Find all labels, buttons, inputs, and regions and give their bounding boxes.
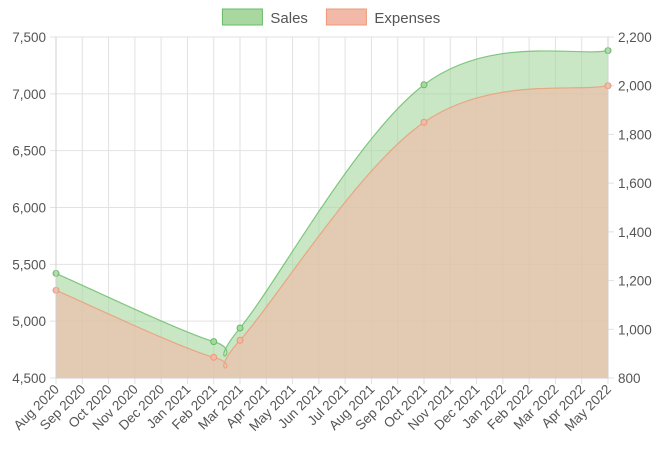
legend-label-expenses: Expenses: [374, 10, 440, 27]
legend-swatch-sales: [221, 8, 263, 26]
expenses-point[interactable]: [236, 336, 244, 344]
sales-point[interactable]: [236, 324, 244, 332]
left-y-tick-label: 5,000: [12, 314, 46, 329]
legend-swatch-expenses: [325, 8, 367, 26]
sales-line: [55, 50, 609, 357]
expenses-point[interactable]: [420, 118, 428, 126]
left-y-tick-label: 7,000: [12, 87, 46, 102]
left-y-tick-label: 7,500: [12, 30, 46, 45]
legend-item-sales[interactable]: Sales: [221, 8, 308, 27]
right-y-tick-label: 1,800: [618, 127, 652, 142]
right-y-tick-label: 1,600: [618, 176, 652, 191]
left-y-tick-label: 6,000: [12, 201, 46, 216]
legend[interactable]: Sales Expenses: [221, 8, 440, 27]
right-y-tick-label: 1,000: [618, 322, 652, 337]
plot-areas: [55, 50, 609, 378]
expenses-line: [55, 85, 609, 369]
left-y-tick-label: 6,500: [12, 144, 46, 159]
right-y-tick-label: 1,400: [618, 225, 652, 240]
legend-label-sales: Sales: [270, 10, 308, 27]
legend-item-expenses[interactable]: Expenses: [325, 8, 440, 27]
sales-point[interactable]: [210, 338, 218, 346]
expenses-point[interactable]: [210, 353, 218, 361]
right-y-tick-label: 1,200: [618, 274, 652, 289]
sales-point[interactable]: [420, 81, 428, 89]
right-y-tick-label: 2,000: [618, 79, 652, 94]
left-y-tick-label: 4,500: [12, 371, 46, 386]
right-y-tick-label: 800: [618, 371, 641, 386]
left-y-tick-label: 5,500: [12, 257, 46, 272]
expenses-area: [56, 85, 608, 378]
right-y-tick-label: 2,200: [618, 30, 652, 45]
data-points: [52, 47, 612, 361]
